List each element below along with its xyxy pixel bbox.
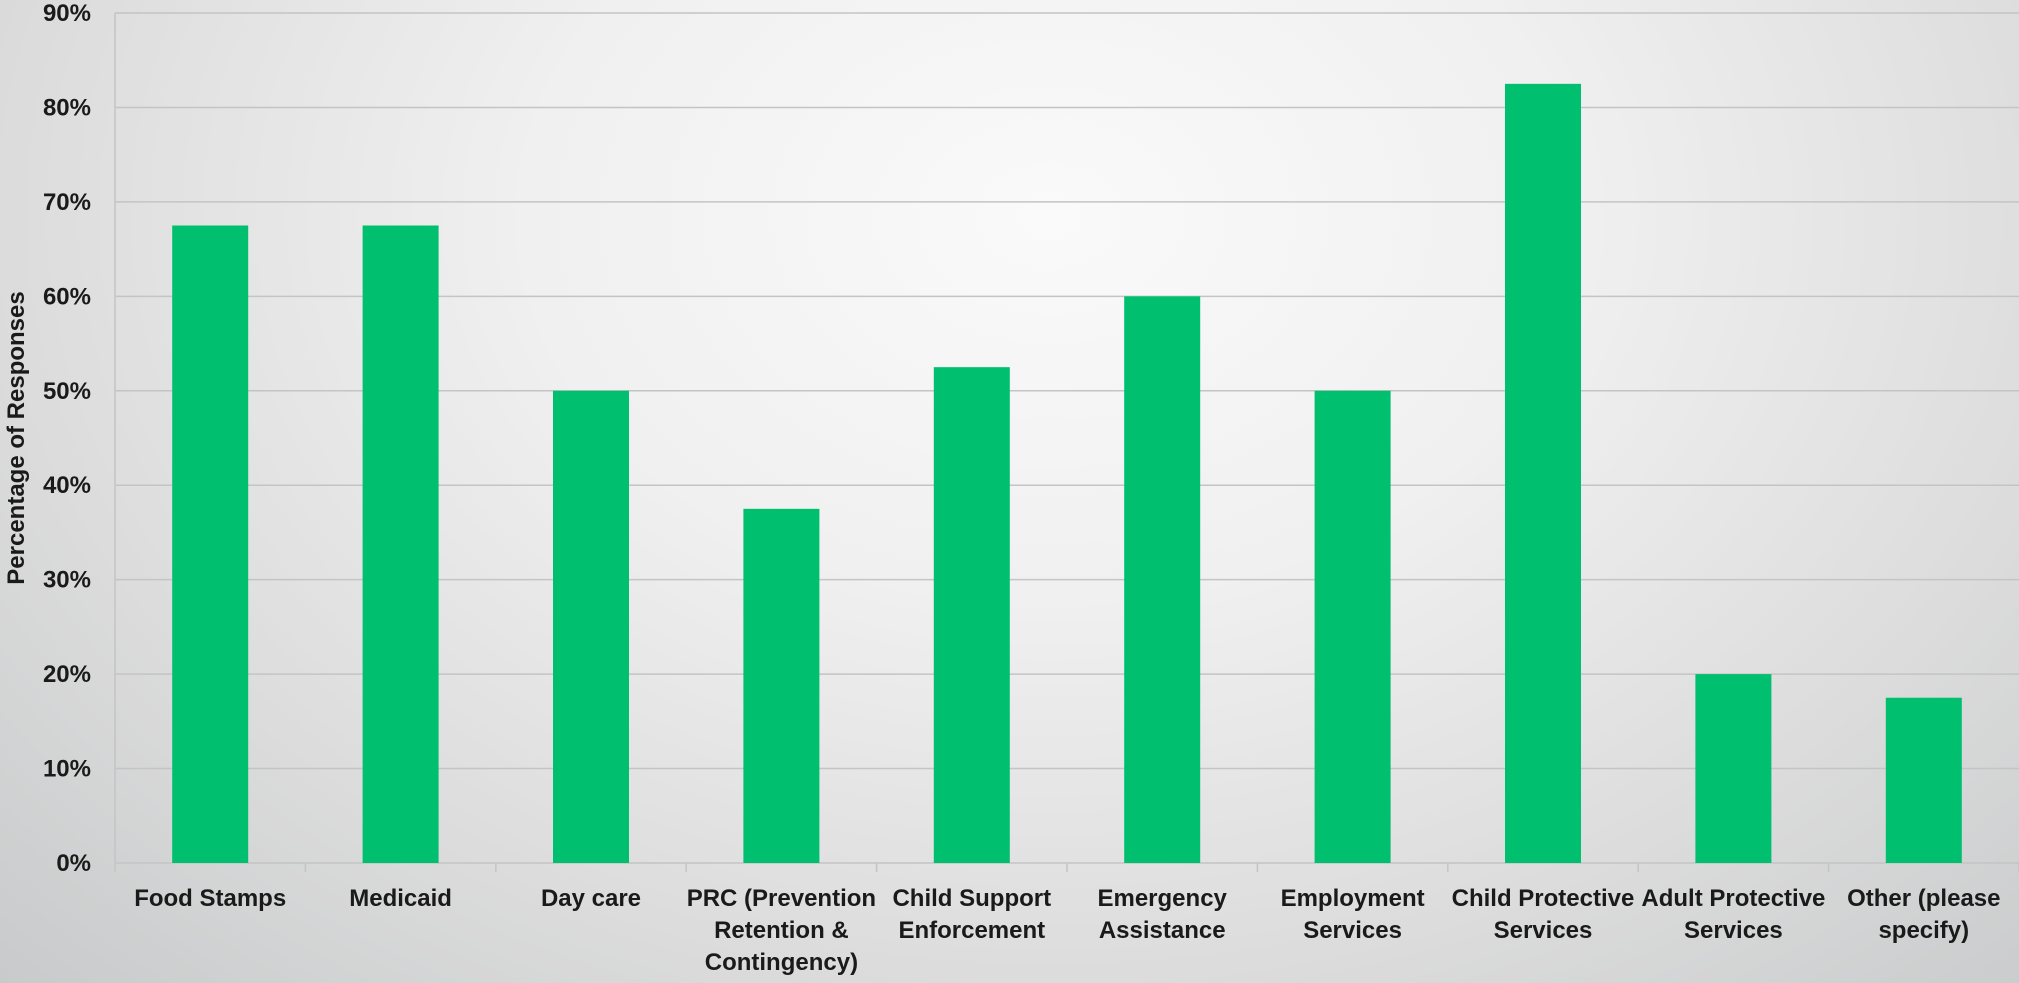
bars	[172, 83, 1962, 864]
y-tick-label: 90%	[43, 0, 91, 27]
category-label: Medicaid	[349, 885, 452, 912]
category-label: PRC (Prevention Retention & Contingency)	[687, 885, 876, 976]
bar	[1124, 296, 1201, 863]
y-tick-label: 60%	[43, 283, 91, 310]
category-label: Day care	[541, 885, 641, 912]
category-label: Food Stamps	[134, 885, 286, 912]
category-label: Child Protective Services	[1452, 885, 1635, 944]
y-tick-label: 0%	[56, 850, 91, 877]
y-tick-label: 80%	[43, 94, 91, 121]
y-axis-title: Percentage of Responses	[3, 291, 30, 584]
category-labels: Food Stamps Medicaid Day care PRC (Preventi…	[134, 885, 2000, 976]
bar	[933, 367, 1010, 863]
y-tick-label: 40%	[43, 472, 91, 499]
bar	[553, 390, 629, 863]
category-label: Emergency Assistance	[1097, 885, 1227, 944]
y-tick-label: 70%	[43, 189, 91, 216]
bar	[1505, 83, 1581, 864]
bar	[743, 508, 820, 863]
y-tick-label: 30%	[43, 567, 91, 594]
y-tick-labels: 0% 10% 20% 30% 40% 50% 60% 70% 80% 90%	[43, 0, 91, 877]
category-label: Child Support Enforcement	[892, 885, 1051, 944]
y-tick-label: 50%	[43, 378, 91, 405]
y-tick-label: 20%	[43, 661, 91, 688]
category-label: Employment Services	[1281, 885, 1425, 944]
category-label: Adult Protective Services	[1641, 885, 1825, 944]
bar	[362, 225, 439, 863]
bar	[1695, 674, 1772, 863]
bar	[172, 225, 249, 863]
bar	[1314, 390, 1391, 863]
y-tick-label: 10%	[43, 756, 91, 783]
category-label: Other (please specify)	[1847, 885, 2000, 944]
bar	[1885, 697, 1962, 863]
